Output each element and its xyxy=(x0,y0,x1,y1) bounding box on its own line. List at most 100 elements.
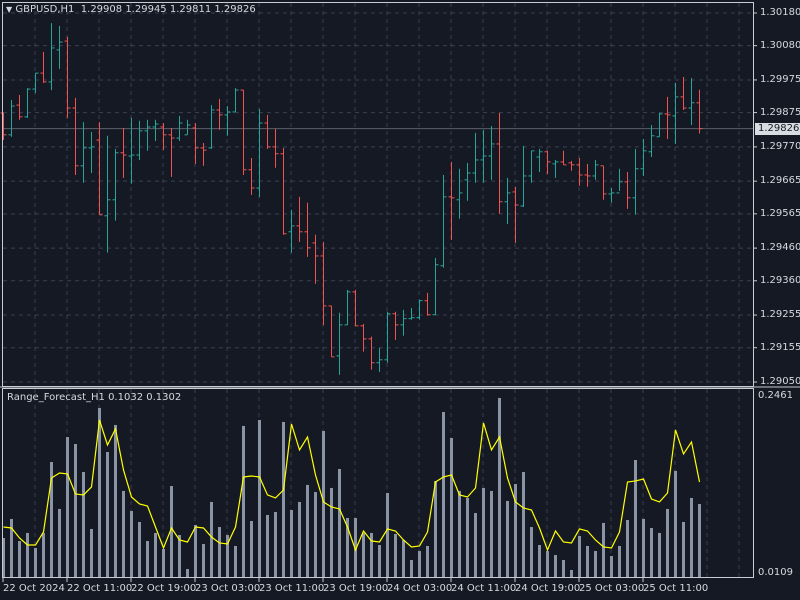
histogram-bar xyxy=(242,425,245,578)
ohlc-bar xyxy=(296,196,303,242)
ohlc-bar xyxy=(464,162,471,201)
histogram-bar xyxy=(586,545,589,578)
price-axis-label: 1.29565 xyxy=(760,207,800,219)
price-axis-label: 1.29770 xyxy=(760,140,800,152)
ohlc-bar xyxy=(328,305,335,358)
histogram-bar xyxy=(66,437,69,578)
ohlc-bar xyxy=(376,347,383,372)
price-axis-label: 1.29975 xyxy=(760,73,800,85)
ohlc-bar xyxy=(176,115,183,142)
price-axis-label: 1.29255 xyxy=(760,309,800,321)
histogram-bar xyxy=(658,532,661,578)
ohlc-bar xyxy=(16,94,23,120)
histogram-bar xyxy=(546,551,549,578)
ohlc-bar xyxy=(424,292,431,316)
time-axis-label: 22 Oct 11:00 xyxy=(67,583,133,594)
histogram-bar xyxy=(602,522,605,578)
histogram-bar xyxy=(90,528,93,578)
histogram-bar xyxy=(138,521,141,578)
ohlc-bar xyxy=(120,127,127,178)
ohlc-bar xyxy=(680,77,687,110)
histogram-bar xyxy=(154,532,157,578)
histogram-bar xyxy=(114,424,117,578)
histogram-bar xyxy=(642,518,645,578)
ohlc-bar xyxy=(568,160,575,171)
ohlc-bar xyxy=(96,122,103,216)
ohlc-bar xyxy=(632,148,639,215)
histogram-bar xyxy=(522,472,525,578)
histogram-bar xyxy=(450,437,453,578)
ohlc-bar xyxy=(208,105,215,149)
histogram-bar xyxy=(418,551,421,578)
histogram-bar xyxy=(498,397,501,578)
histogram-bar xyxy=(402,539,405,578)
histogram-bar xyxy=(282,421,285,578)
ohlc-bar xyxy=(360,323,367,352)
collapse-triangle-icon[interactable]: ▼ xyxy=(6,5,13,14)
ohlc-bar xyxy=(184,119,191,136)
price-axis-label: 1.30080 xyxy=(760,39,800,51)
ohlc-bar xyxy=(192,123,199,164)
price-axis-label: 1.30180 xyxy=(760,7,800,18)
indicator-axis-min: 0.0109 xyxy=(758,567,793,578)
ohlc-bar xyxy=(352,289,359,327)
ohlc-bar xyxy=(104,135,111,253)
ohlc-bar xyxy=(24,88,31,118)
ohlc-bar xyxy=(368,336,375,370)
histogram-bar xyxy=(162,548,165,578)
histogram-bar xyxy=(346,517,349,578)
ohlc-bar xyxy=(528,150,535,183)
ohlc-bar xyxy=(288,209,295,253)
histogram-bar xyxy=(98,407,101,578)
histogram-bar xyxy=(554,555,557,578)
ohlc-bar xyxy=(8,99,15,137)
histogram-bar xyxy=(330,487,333,578)
histogram-bar xyxy=(674,470,677,578)
histogram-bar xyxy=(34,548,37,578)
histogram-bar xyxy=(530,527,533,578)
histogram-bar xyxy=(634,459,637,578)
histogram-bar xyxy=(442,411,445,578)
ohlc-bar xyxy=(544,150,551,174)
histogram-bar xyxy=(122,490,125,578)
histogram-bar xyxy=(562,559,565,578)
histogram-bar xyxy=(666,508,669,578)
histogram-bar xyxy=(26,532,29,578)
indicator-label: Range_Forecast_H1 0.1032 0.1302 xyxy=(7,392,182,403)
histogram-bar xyxy=(570,569,573,578)
histogram-bar xyxy=(314,492,317,578)
price-axis-label: 1.29665 xyxy=(760,175,800,187)
histogram-bar xyxy=(490,490,493,578)
histogram-bar xyxy=(690,497,693,578)
histogram-bar xyxy=(258,420,261,578)
ohlc-bar xyxy=(88,131,95,174)
ohlc-bar xyxy=(696,89,703,134)
ohlc-bar xyxy=(344,289,351,326)
ohlc-bar xyxy=(128,117,135,184)
ohlc-bar xyxy=(448,161,455,240)
ohlc-bar xyxy=(112,148,119,221)
histogram-bar xyxy=(298,501,301,578)
histogram-bar xyxy=(42,532,45,578)
ohlc-bar xyxy=(152,119,159,142)
time-axis-label: 25 Oct 03:00 xyxy=(579,583,645,594)
ohlc-bar xyxy=(168,127,175,177)
price-axis-label: 1.29360 xyxy=(760,274,800,286)
histogram-bar xyxy=(410,559,413,578)
histogram-bar xyxy=(306,484,309,578)
histogram-bar xyxy=(218,527,221,578)
histogram-bar xyxy=(202,544,205,578)
ohlc-bar xyxy=(512,186,519,243)
histogram-bar xyxy=(378,545,381,578)
ohlc-bar xyxy=(304,202,311,257)
ohlc-bar xyxy=(264,114,271,149)
ohlc-bar xyxy=(280,147,287,235)
histogram-bar xyxy=(82,472,85,578)
histogram-bar xyxy=(186,569,189,578)
ohlc-bar xyxy=(416,299,423,320)
ohlc-bar xyxy=(656,112,663,138)
histogram-bar xyxy=(474,513,477,578)
histogram-bar xyxy=(458,490,461,578)
ohlc-bar xyxy=(536,148,543,173)
